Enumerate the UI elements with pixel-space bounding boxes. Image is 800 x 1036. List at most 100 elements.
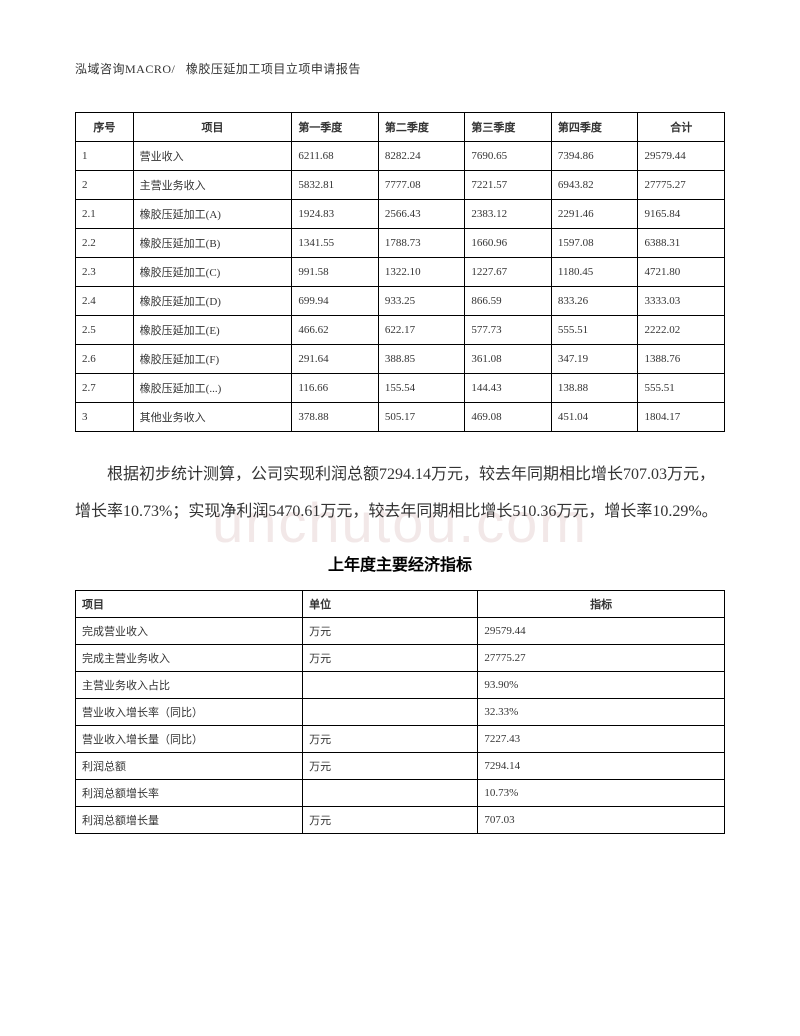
table-row: 2.2橡胶压延加工(B)1341.551788.731660.961597.08…	[76, 229, 725, 258]
cell-q1: 116.66	[292, 374, 379, 403]
table1-body: 1营业收入6211.688282.247690.657394.8629579.4…	[76, 142, 725, 432]
cell-q2: 388.85	[378, 345, 465, 374]
analysis-paragraph: 根据初步统计测算，公司实现利润总额7294.14万元，较去年同期相比增长707.…	[75, 457, 725, 531]
cell-indicator: 27775.27	[478, 644, 725, 671]
cell-unit: 万元	[303, 725, 478, 752]
table-row: 利润总额增长率10.73%	[76, 779, 725, 806]
cell-total: 1804.17	[638, 403, 725, 432]
cell-total: 6388.31	[638, 229, 725, 258]
table-row: 1营业收入6211.688282.247690.657394.8629579.4…	[76, 142, 725, 171]
table-header-row: 项目 单位 指标	[76, 590, 725, 617]
th-q2: 第二季度	[378, 113, 465, 142]
cell-q2: 155.54	[378, 374, 465, 403]
table-row: 主营业务收入占比93.90%	[76, 671, 725, 698]
cell-project: 营业收入增长量（同比）	[76, 725, 303, 752]
cell-total: 3333.03	[638, 287, 725, 316]
cell-seq: 2.7	[76, 374, 134, 403]
page-content: 泓域咨询MACRO/ 橡胶压延加工项目立项申请报告 序号 项目 第一季度 第二季…	[75, 60, 725, 834]
cell-project: 利润总额	[76, 752, 303, 779]
cell-q2: 7777.08	[378, 171, 465, 200]
th-total: 合计	[638, 113, 725, 142]
cell-item: 橡胶压延加工(D)	[133, 287, 292, 316]
cell-q2: 1788.73	[378, 229, 465, 258]
cell-unit	[303, 698, 478, 725]
cell-q4: 555.51	[551, 316, 638, 345]
table-row: 2主营业务收入5832.817777.087221.576943.8227775…	[76, 171, 725, 200]
cell-q1: 991.58	[292, 258, 379, 287]
cell-q2: 505.17	[378, 403, 465, 432]
cell-q1: 1924.83	[292, 200, 379, 229]
page-header: 泓域咨询MACRO/ 橡胶压延加工项目立项申请报告	[75, 60, 725, 77]
cell-q1: 466.62	[292, 316, 379, 345]
cell-item: 其他业务收入	[133, 403, 292, 432]
th-q4: 第四季度	[551, 113, 638, 142]
cell-indicator: 7294.14	[478, 752, 725, 779]
table-row: 2.6橡胶压延加工(F)291.64388.85361.08347.191388…	[76, 345, 725, 374]
cell-seq: 1	[76, 142, 134, 171]
cell-seq: 2	[76, 171, 134, 200]
th-indicator: 指标	[478, 590, 725, 617]
cell-q1: 5832.81	[292, 171, 379, 200]
cell-project: 营业收入增长率（同比）	[76, 698, 303, 725]
cell-item: 橡胶压延加工(B)	[133, 229, 292, 258]
table-row: 2.5橡胶压延加工(E)466.62622.17577.73555.512222…	[76, 316, 725, 345]
cell-q1: 291.64	[292, 345, 379, 374]
cell-q2: 1322.10	[378, 258, 465, 287]
table-row: 2.1橡胶压延加工(A)1924.832566.432383.122291.46…	[76, 200, 725, 229]
table-row: 3其他业务收入378.88505.17469.08451.041804.17	[76, 403, 725, 432]
cell-item: 橡胶压延加工(E)	[133, 316, 292, 345]
cell-indicator: 29579.44	[478, 617, 725, 644]
th-q3: 第三季度	[465, 113, 552, 142]
cell-unit: 万元	[303, 752, 478, 779]
cell-unit	[303, 671, 478, 698]
table-row: 完成营业收入万元29579.44	[76, 617, 725, 644]
cell-q4: 2291.46	[551, 200, 638, 229]
cell-item: 主营业务收入	[133, 171, 292, 200]
cell-unit: 万元	[303, 806, 478, 833]
cell-total: 29579.44	[638, 142, 725, 171]
cell-indicator: 32.33%	[478, 698, 725, 725]
cell-seq: 2.4	[76, 287, 134, 316]
header-company: 泓域咨询MACRO/	[75, 62, 175, 76]
cell-q4: 833.26	[551, 287, 638, 316]
quarterly-revenue-table: 序号 项目 第一季度 第二季度 第三季度 第四季度 合计 1营业收入6211.6…	[75, 112, 725, 432]
cell-q4: 347.19	[551, 345, 638, 374]
table-row: 完成主营业务收入万元27775.27	[76, 644, 725, 671]
cell-seq: 2.5	[76, 316, 134, 345]
cell-seq: 3	[76, 403, 134, 432]
th-project: 项目	[76, 590, 303, 617]
cell-q2: 622.17	[378, 316, 465, 345]
table-row: 营业收入增长量（同比）万元7227.43	[76, 725, 725, 752]
section-title: 上年度主要经济指标	[75, 551, 725, 575]
cell-q3: 866.59	[465, 287, 552, 316]
cell-q3: 7221.57	[465, 171, 552, 200]
cell-indicator: 7227.43	[478, 725, 725, 752]
cell-total: 9165.84	[638, 200, 725, 229]
cell-indicator: 10.73%	[478, 779, 725, 806]
cell-total: 27775.27	[638, 171, 725, 200]
cell-total: 555.51	[638, 374, 725, 403]
table-row: 利润总额万元7294.14	[76, 752, 725, 779]
header-title: 橡胶压延加工项目立项申请报告	[186, 62, 361, 76]
cell-project: 完成主营业务收入	[76, 644, 303, 671]
economic-indicators-table: 项目 单位 指标 完成营业收入万元29579.44完成主营业务收入万元27775…	[75, 590, 725, 834]
table-header-row: 序号 项目 第一季度 第二季度 第三季度 第四季度 合计	[76, 113, 725, 142]
cell-item: 橡胶压延加工(F)	[133, 345, 292, 374]
th-item: 项目	[133, 113, 292, 142]
cell-q4: 451.04	[551, 403, 638, 432]
th-unit: 单位	[303, 590, 478, 617]
cell-q3: 1660.96	[465, 229, 552, 258]
cell-q1: 699.94	[292, 287, 379, 316]
cell-seq: 2.6	[76, 345, 134, 374]
cell-q2: 8282.24	[378, 142, 465, 171]
cell-q3: 7690.65	[465, 142, 552, 171]
cell-seq: 2.3	[76, 258, 134, 287]
cell-q2: 933.25	[378, 287, 465, 316]
cell-q1: 378.88	[292, 403, 379, 432]
table-row: 利润总额增长量万元707.03	[76, 806, 725, 833]
cell-project: 主营业务收入占比	[76, 671, 303, 698]
table2-body: 完成营业收入万元29579.44完成主营业务收入万元27775.27主营业务收入…	[76, 617, 725, 833]
cell-item: 营业收入	[133, 142, 292, 171]
cell-project: 利润总额增长量	[76, 806, 303, 833]
cell-item: 橡胶压延加工(C)	[133, 258, 292, 287]
